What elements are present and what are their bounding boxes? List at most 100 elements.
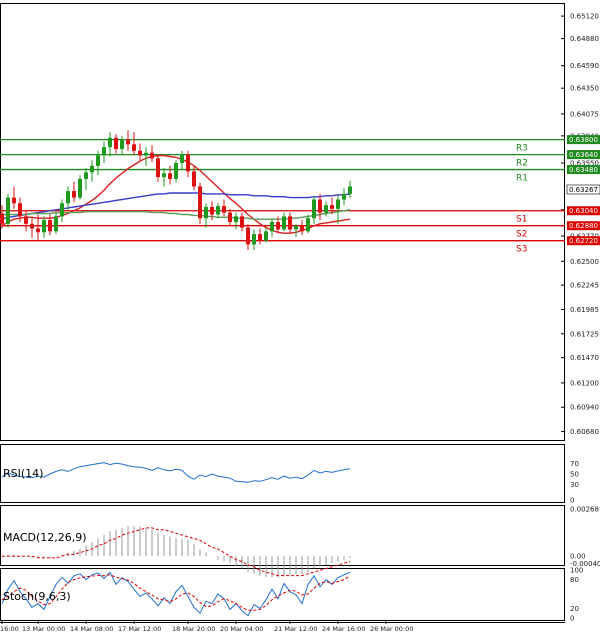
candle-body bbox=[174, 163, 178, 179]
candle-body bbox=[318, 199, 322, 213]
level-name-s3: S3 bbox=[516, 245, 527, 255]
candle-body bbox=[18, 203, 22, 217]
candle-body bbox=[120, 139, 124, 149]
candle-body bbox=[162, 173, 166, 178]
level-price-box-s3 bbox=[567, 236, 600, 246]
candle-body bbox=[6, 197, 10, 224]
candle-body bbox=[216, 206, 220, 215]
candle-body bbox=[36, 228, 40, 233]
candle-body bbox=[84, 172, 88, 179]
candle-body bbox=[198, 186, 202, 219]
candle-body bbox=[156, 158, 160, 178]
candle-body bbox=[312, 199, 316, 219]
candle-body bbox=[180, 154, 184, 164]
candle-body bbox=[306, 218, 310, 232]
price-tick-label: 0.64880 bbox=[570, 35, 599, 43]
candle-body bbox=[42, 220, 46, 233]
candle-body bbox=[126, 139, 130, 145]
time-axis-label: 14 Mar 08:00 bbox=[70, 625, 113, 633]
macd-panel-frame bbox=[0, 505, 565, 566]
candle-body bbox=[96, 155, 100, 166]
candle-body bbox=[336, 199, 340, 209]
level-price-box-r1 bbox=[567, 165, 600, 175]
macd-tick-label: 0.00 bbox=[570, 553, 586, 561]
candle-body bbox=[144, 152, 148, 156]
candle-body bbox=[186, 154, 190, 172]
candle-body bbox=[288, 216, 292, 230]
time-axis-label: 20 Mar 04:00 bbox=[220, 625, 263, 633]
level-price-label-r2: 0.63640 bbox=[569, 151, 598, 159]
candle-body bbox=[342, 193, 346, 200]
stoch-main-line bbox=[1, 571, 351, 617]
rsi-tick-label: 70 bbox=[570, 460, 579, 468]
candle-body bbox=[24, 216, 28, 224]
time-axis-label: 18 Mar 20:00 bbox=[172, 625, 215, 633]
current-price-label: 0.63267 bbox=[569, 186, 598, 194]
macd-signal-line bbox=[2, 527, 351, 577]
level-price-label-r3: 0.63800 bbox=[569, 136, 598, 144]
stoch-label: Stoch(9,6,3) bbox=[3, 590, 71, 603]
stoch-tick-label: 0 bbox=[570, 615, 574, 623]
level-price-box-s1 bbox=[567, 206, 600, 216]
rsi-tick-label: 50 bbox=[570, 471, 579, 479]
price-tick-label: 0.61200 bbox=[570, 379, 599, 387]
level-price-box-r2 bbox=[567, 150, 600, 160]
candle-body bbox=[72, 191, 76, 198]
stoch-tick-label: 100 bbox=[570, 567, 583, 575]
candle-body bbox=[192, 171, 196, 187]
level-price-label-s2: 0.62880 bbox=[569, 222, 598, 230]
candle-body bbox=[114, 137, 118, 149]
price-tick-label: 0.62245 bbox=[570, 282, 599, 290]
candle-body bbox=[252, 234, 256, 245]
candle-body bbox=[270, 221, 274, 232]
level-name-r3: R3 bbox=[516, 144, 528, 154]
candle-body bbox=[30, 223, 34, 229]
stoch-tick-label: 80 bbox=[570, 576, 579, 584]
time-axis-label: 26 Mar 00:00 bbox=[370, 625, 413, 633]
candle-body bbox=[132, 144, 136, 151]
level-name-s2: S2 bbox=[516, 230, 527, 240]
candle-body bbox=[54, 216, 58, 232]
candle-body bbox=[246, 227, 250, 245]
time-axis-label: 16:00 bbox=[0, 625, 19, 633]
macd-tick-label: 0.00268 bbox=[570, 505, 599, 513]
level-price-box-s2 bbox=[567, 221, 600, 231]
candle-body bbox=[324, 205, 328, 213]
price-tick-label: 0.60940 bbox=[570, 404, 599, 412]
level-price-label-s3: 0.62720 bbox=[569, 237, 598, 245]
stoch-signal-line bbox=[1, 574, 351, 611]
candle-body bbox=[222, 206, 226, 213]
time-axis-label: 13 Mar 00:00 bbox=[22, 625, 65, 633]
candle-body bbox=[48, 220, 52, 232]
rsi-tick-label: 0 bbox=[570, 497, 574, 505]
candle-body bbox=[240, 216, 244, 228]
candle-body bbox=[102, 147, 106, 156]
candle-body bbox=[60, 203, 64, 217]
stoch-panel-frame bbox=[0, 568, 565, 621]
price-tick-label: 0.63550 bbox=[570, 160, 599, 168]
current-price-box bbox=[566, 184, 600, 195]
candle-body bbox=[276, 221, 280, 230]
price-tick-label: 0.61470 bbox=[570, 354, 599, 362]
price-tick-label: 0.61985 bbox=[570, 306, 599, 314]
candle-body bbox=[258, 234, 262, 241]
rsi-line bbox=[1, 462, 351, 483]
candle-body bbox=[0, 213, 4, 224]
macd-tick-label: -0.000401 bbox=[570, 560, 600, 568]
candle-body bbox=[228, 212, 232, 222]
candle-body bbox=[300, 225, 304, 232]
price-tick-label: 0.64590 bbox=[570, 62, 599, 70]
candle-body bbox=[348, 186, 352, 194]
macd-label: MACD(12,26,9) bbox=[3, 531, 87, 544]
price-tick-label: 0.60680 bbox=[570, 428, 599, 436]
candle-body bbox=[78, 178, 82, 198]
price-tick-label: 0.65120 bbox=[570, 13, 599, 21]
level-price-box-r3 bbox=[567, 135, 600, 145]
time-axis-label: 24 Mar 16:00 bbox=[322, 625, 365, 633]
level-price-label-s1: 0.63040 bbox=[569, 207, 598, 215]
candle-body bbox=[66, 191, 70, 204]
level-name-s1: S1 bbox=[516, 215, 527, 225]
candle-body bbox=[168, 173, 172, 179]
